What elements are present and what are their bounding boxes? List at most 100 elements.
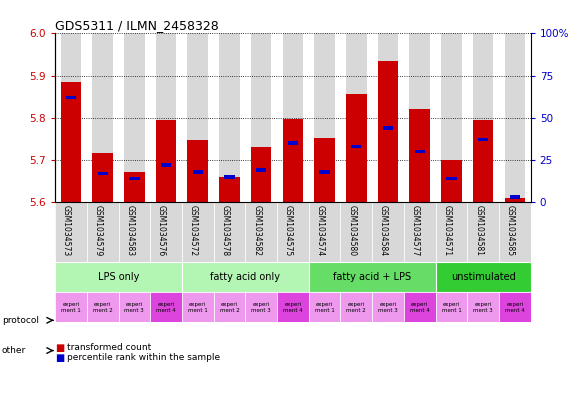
Text: experi
ment 3: experi ment 3	[125, 302, 144, 313]
Bar	[256, 169, 266, 172]
Bar	[446, 177, 456, 180]
Bar	[346, 33, 367, 202]
Bar	[213, 292, 245, 322]
Bar	[282, 119, 303, 202]
Bar	[245, 202, 277, 262]
Bar	[441, 160, 462, 202]
Bar	[219, 33, 240, 202]
Bar	[150, 292, 182, 322]
Text: GSM1034574: GSM1034574	[316, 205, 325, 257]
Bar	[309, 262, 436, 292]
Bar	[505, 33, 525, 202]
Text: GSM1034575: GSM1034575	[284, 205, 293, 257]
Bar	[150, 202, 182, 262]
Bar	[251, 33, 271, 202]
Bar	[182, 292, 213, 322]
Text: fatty acid only: fatty acid only	[211, 272, 280, 282]
Bar	[55, 292, 87, 322]
Text: fatty acid + LPS: fatty acid + LPS	[333, 272, 411, 282]
Bar	[372, 202, 404, 262]
Bar	[505, 198, 525, 202]
Bar	[309, 292, 340, 322]
Text: GSM1034584: GSM1034584	[379, 205, 388, 256]
Text: transformed count: transformed count	[67, 343, 151, 352]
Bar	[187, 33, 208, 202]
Text: experi
ment 1: experi ment 1	[315, 302, 335, 313]
Text: GSM1034573: GSM1034573	[62, 205, 71, 257]
Bar	[467, 202, 499, 262]
Bar	[87, 292, 118, 322]
Bar	[436, 262, 531, 292]
Bar	[436, 292, 467, 322]
Text: GSM1034581: GSM1034581	[474, 205, 483, 256]
Bar	[92, 33, 113, 202]
Bar	[156, 120, 176, 202]
Bar	[182, 202, 213, 262]
Bar	[288, 141, 298, 145]
Bar	[340, 292, 372, 322]
Bar	[161, 163, 171, 167]
Bar	[277, 202, 309, 262]
Text: LPS only: LPS only	[98, 272, 139, 282]
Text: GSM1034579: GSM1034579	[93, 205, 103, 257]
Bar	[499, 292, 531, 322]
Bar	[409, 109, 430, 202]
Bar	[314, 33, 335, 202]
Text: ■: ■	[55, 353, 64, 363]
Text: experi
ment 1: experi ment 1	[441, 302, 461, 313]
Bar	[219, 177, 240, 202]
Bar	[309, 202, 340, 262]
Bar	[124, 33, 144, 202]
Bar	[193, 170, 203, 174]
Bar	[55, 202, 87, 262]
Bar	[55, 262, 182, 292]
Bar	[61, 81, 81, 202]
Bar	[351, 145, 361, 148]
Bar	[409, 33, 430, 202]
Bar	[66, 96, 76, 99]
Bar	[378, 33, 398, 202]
Text: GSM1034577: GSM1034577	[411, 205, 420, 257]
Text: ■: ■	[55, 343, 64, 353]
Text: experi
ment 2: experi ment 2	[93, 302, 113, 313]
Bar	[320, 170, 330, 174]
Bar	[473, 33, 494, 202]
Bar	[467, 292, 499, 322]
Text: GSM1034572: GSM1034572	[188, 205, 198, 256]
Text: experi
ment 3: experi ment 3	[473, 302, 493, 313]
Bar	[404, 202, 436, 262]
Bar	[118, 202, 150, 262]
Bar	[383, 126, 393, 130]
Text: experi
ment 2: experi ment 2	[346, 302, 366, 313]
Text: experi
ment 4: experi ment 4	[283, 302, 303, 313]
Text: experi
ment 4: experi ment 4	[410, 302, 430, 313]
Bar	[346, 94, 367, 202]
Bar	[378, 61, 398, 202]
Bar	[187, 140, 208, 202]
Bar	[282, 33, 303, 202]
Text: GDS5311 / ILMN_2458328: GDS5311 / ILMN_2458328	[55, 19, 219, 32]
Text: unstimulated: unstimulated	[451, 272, 516, 282]
Bar	[87, 202, 118, 262]
Bar	[499, 202, 531, 262]
Bar	[436, 202, 467, 262]
Bar	[404, 292, 436, 322]
Bar	[129, 177, 140, 180]
Text: experi
ment 3: experi ment 3	[378, 302, 398, 313]
Bar	[224, 175, 235, 178]
Bar	[92, 153, 113, 202]
Text: experi
ment 1: experi ment 1	[188, 302, 208, 313]
Bar	[340, 202, 372, 262]
Text: GSM1034578: GSM1034578	[220, 205, 230, 256]
Bar	[441, 33, 462, 202]
Bar	[415, 150, 425, 153]
Bar	[478, 138, 488, 141]
Text: GSM1034580: GSM1034580	[347, 205, 356, 256]
Text: protocol: protocol	[2, 316, 39, 325]
Text: percentile rank within the sample: percentile rank within the sample	[67, 353, 220, 362]
Bar	[97, 172, 108, 175]
Bar	[182, 262, 309, 292]
Bar	[372, 292, 404, 322]
Bar	[314, 138, 335, 202]
Bar	[277, 292, 309, 322]
